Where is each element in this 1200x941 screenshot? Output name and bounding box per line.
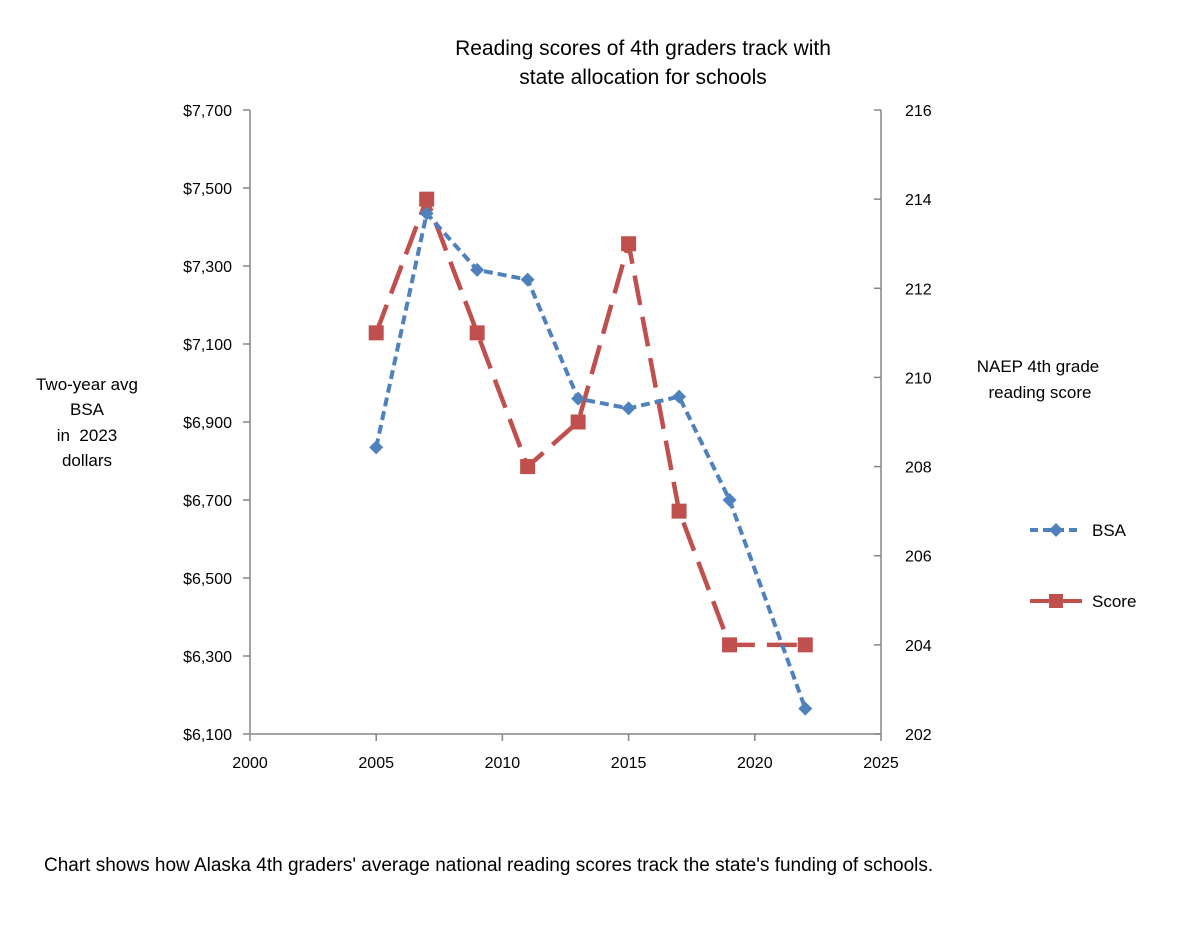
right-axis-title-line-2: reading score <box>988 383 1091 402</box>
series-score <box>368 191 813 653</box>
left-axis-title-line-2: BSA <box>70 400 105 419</box>
right-axis-title: NAEP 4th grade reading score <box>977 357 1100 402</box>
left-axis-title: Two-year avg BSA in 2023 dollars <box>36 375 138 470</box>
legend-item-score: Score <box>1030 592 1136 611</box>
series-score-point <box>722 637 738 653</box>
left-axis-title-line-4: dollars <box>62 451 112 470</box>
series-bsa <box>369 206 813 716</box>
left-tick-label: $6,300 <box>183 649 232 666</box>
left-tick-label: $6,100 <box>183 727 232 744</box>
right-tick-label: 204 <box>905 638 932 655</box>
left-tick-label: $6,500 <box>183 571 232 588</box>
series-bsa-point <box>672 389 687 404</box>
left-tick-label: $6,700 <box>183 493 232 510</box>
series-score-point <box>469 325 485 341</box>
series-bsa-point <box>798 701 813 716</box>
series-score-point <box>520 459 536 475</box>
left-tick-label: $6,900 <box>183 415 232 432</box>
right-tick-label: 214 <box>905 192 932 209</box>
left-tick-label: $7,300 <box>183 259 232 276</box>
right-tick-label: 212 <box>905 281 932 298</box>
x-tick-label: 2020 <box>737 755 773 772</box>
right-tick-label: 216 <box>905 103 932 120</box>
legend: BSA Score <box>1030 521 1136 611</box>
left-axis-ticks: $6,100 $6,300 $6,500 $6,700 $6,900 $7,100 $7,3… <box>183 103 250 744</box>
series-bsa-point <box>369 440 384 455</box>
series-layer <box>368 191 813 716</box>
series-score-point <box>621 236 637 252</box>
legend-score-marker <box>1049 594 1063 608</box>
series-score-line <box>374 196 806 648</box>
right-axis-title-line-1: NAEP 4th grade <box>977 357 1100 376</box>
left-tick-label: $7,500 <box>183 181 232 198</box>
left-axis-title-line-1: Two-year avg <box>36 375 138 394</box>
series-score-point <box>671 503 687 519</box>
series-score-point <box>368 325 384 341</box>
right-tick-label: 210 <box>905 370 932 387</box>
chart-title-line-1: Reading scores of 4th graders track with <box>455 37 831 60</box>
chart-caption: Chart shows how Alaska 4th graders' aver… <box>44 855 933 876</box>
right-tick-label: 202 <box>905 727 932 744</box>
series-score-point <box>570 414 586 430</box>
x-tick-label: 2000 <box>232 755 268 772</box>
x-tick-label: 2025 <box>863 755 899 772</box>
legend-bsa-label: BSA <box>1092 521 1127 540</box>
series-bsa-point <box>722 493 737 507</box>
x-tick-label: 2010 <box>485 755 521 772</box>
series-bsa-point <box>419 206 434 221</box>
x-axis-ticks: 2000 2005 2010 2015 2020 2025 <box>232 734 899 772</box>
legend-bsa-marker <box>1049 523 1063 537</box>
series-bsa-point <box>520 272 535 287</box>
x-tick-label: 2015 <box>611 755 647 772</box>
series-score-point <box>797 637 813 653</box>
left-tick-label: $7,100 <box>183 337 232 354</box>
right-axis-ticks: 202 204 206 208 210 212 214 216 <box>874 103 932 744</box>
legend-item-bsa: BSA <box>1030 521 1127 540</box>
series-score-point <box>419 191 435 207</box>
left-tick-label: $7,700 <box>183 103 232 120</box>
series-bsa-line <box>374 211 808 710</box>
series-bsa-point <box>470 262 485 277</box>
right-tick-label: 206 <box>905 549 932 566</box>
right-tick-label: 208 <box>905 460 932 477</box>
series-bsa-point <box>571 391 586 406</box>
legend-score-label: Score <box>1092 592 1136 611</box>
left-axis-title-line-3: in 2023 <box>57 426 118 445</box>
chart-title-line-2: state allocation for schools <box>519 66 766 89</box>
x-tick-label: 2005 <box>358 755 394 772</box>
series-bsa-point <box>621 401 636 416</box>
